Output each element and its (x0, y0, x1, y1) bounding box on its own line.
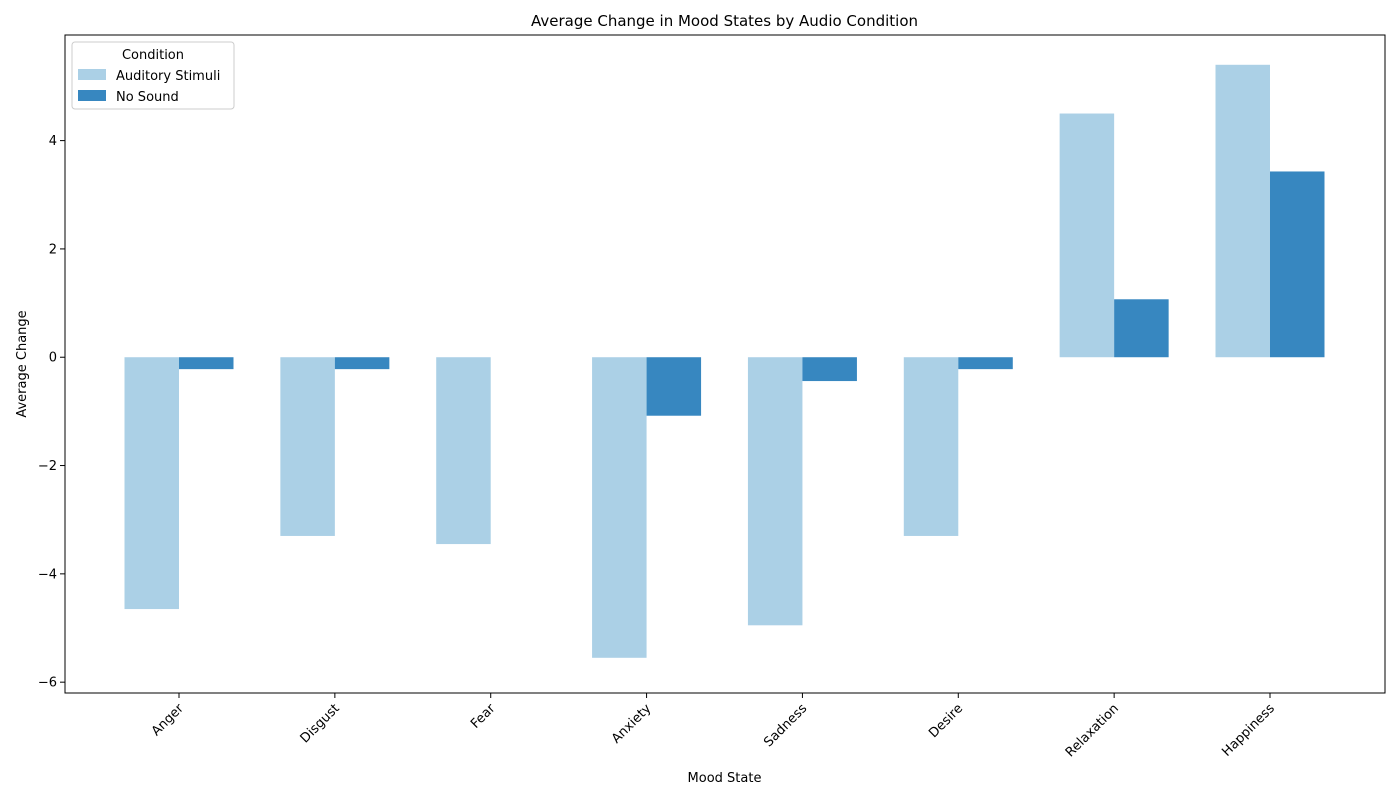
y-axis-ticks: −6 −4 −2 0 2 4 (38, 134, 65, 691)
bar-no-sound-happiness (1270, 171, 1325, 358)
plot-frame (64, 34, 1386, 694)
x-axis-label: Mood State (688, 771, 762, 786)
y-tick-label: 4 (49, 134, 57, 149)
x-axis-ticks: Anger Disgust Fear Anxiety Sadness Desire Rela… (149, 693, 1278, 760)
bar-auditory-stimuli-sadness (747, 357, 803, 626)
bar-auditory-stimuli-relaxation (1059, 113, 1115, 358)
legend-title: Condition (122, 48, 184, 63)
chart-title: Average Change in Mood States by Audio C… (531, 12, 918, 30)
x-tick-label-sadness: Sadness (761, 701, 810, 750)
y-tick-label: −4 (38, 567, 57, 582)
bar-no-sound-desire (958, 357, 1013, 370)
legend-label-no-sound: No Sound (116, 90, 179, 105)
bar-auditory-stimuli-anxiety (592, 357, 647, 658)
bar-no-sound-relaxation (1114, 299, 1169, 358)
x-tick-label-happiness: Happiness (1219, 701, 1278, 760)
bar-auditory-stimuli-happiness (1215, 64, 1270, 358)
bar-no-sound-sadness (802, 357, 857, 382)
bar-auditory-stimuli-anger (124, 357, 179, 610)
y-tick-label: −2 (38, 459, 57, 474)
legend-swatch-auditory-stimuli (78, 69, 106, 80)
x-tick-label-anxiety: Anxiety (609, 701, 655, 747)
y-tick-label: −6 (38, 676, 57, 691)
x-tick-label-anger: Anger (149, 701, 187, 739)
x-tick-label-desire: Desire (926, 701, 966, 741)
legend-box (71, 41, 235, 110)
bar-no-sound-anger (179, 357, 234, 370)
x-tick-label-relaxation: Relaxation (1063, 701, 1122, 760)
legend-label-auditory-stimuli: Auditory Stimuli (116, 69, 220, 84)
legend: Condition Auditory Stimuli No Sound (71, 41, 235, 110)
bar-auditory-stimuli-desire (903, 357, 959, 536)
x-tick-label-disgust: Disgust (298, 701, 343, 746)
x-tick-label-fear: Fear (468, 701, 499, 732)
bar-auditory-stimuli-disgust (280, 357, 335, 536)
bar-auditory-stimuli-fear (436, 357, 491, 545)
y-tick-label: 0 (49, 351, 57, 366)
legend-swatch-no-sound (78, 90, 106, 101)
bar-no-sound-anxiety (646, 357, 702, 416)
y-axis-label: Average Change (15, 310, 30, 417)
bar-no-sound-disgust (334, 357, 390, 370)
bars-layer (124, 64, 1325, 658)
y-tick-label: 2 (49, 242, 57, 257)
